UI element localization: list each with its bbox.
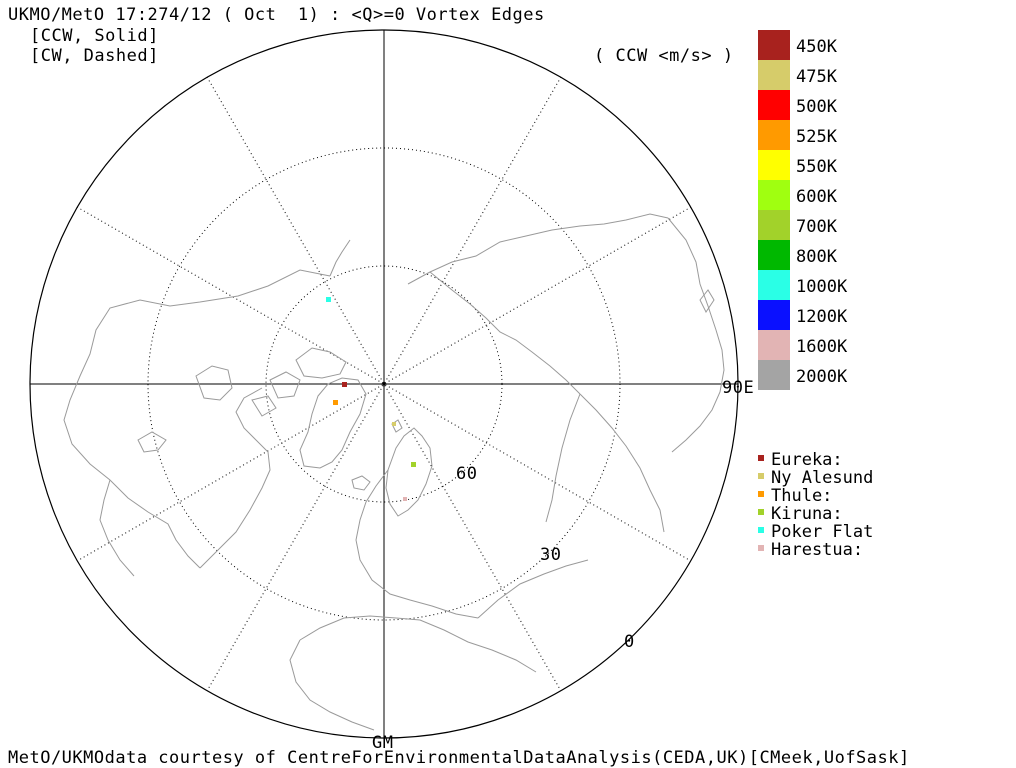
station-label: Ny Alesund (771, 468, 874, 488)
legend-label: 2000K (796, 367, 848, 387)
lon-label-90e: 90E (722, 378, 755, 398)
lat-label-60: 60 (456, 464, 478, 484)
station-color-dot (758, 527, 764, 533)
station-color-dot (758, 473, 764, 479)
legend-swatch (758, 120, 790, 150)
station-marker-eureka (342, 382, 347, 387)
station-color-dot (758, 491, 764, 497)
legend-swatch (758, 210, 790, 240)
legend-label: 525K (796, 127, 837, 147)
north-pole-marker (383, 383, 385, 385)
station-label: Harestua: (771, 540, 864, 560)
lat-label-0: 0 (624, 632, 635, 652)
legend-label: 1000K (796, 277, 848, 297)
legend-swatch (758, 300, 790, 330)
lon-label-gm: GM (372, 733, 394, 753)
station-label: Poker Flat (771, 522, 874, 542)
station-color-dot (758, 455, 764, 461)
footer-credit: MetO/UKMOdata courtesy of CentreForEnvir… (8, 748, 910, 768)
lat-label-30: 30 (540, 545, 562, 565)
legend-label: 550K (796, 157, 837, 177)
station-color-dot (758, 545, 764, 551)
legend-swatch (758, 240, 790, 270)
units-label: ( CCW <m/s> ) (594, 46, 734, 66)
station-label: Eureka: (771, 450, 843, 470)
legend-swatch (758, 270, 790, 300)
legend-label: 500K (796, 97, 837, 117)
legend-swatch (758, 90, 790, 120)
station-label: Kiruna: (771, 504, 843, 524)
legend-swatch (758, 360, 790, 390)
cw-note: [CW, Dashed] (30, 46, 159, 66)
coastlines (63, 213, 725, 731)
legend-label: 800K (796, 247, 837, 267)
station-marker-nyalesund (392, 422, 396, 426)
station-marker-kiruna (411, 462, 416, 467)
legend-swatch (758, 30, 790, 60)
legend-swatch (758, 150, 790, 180)
legend-swatch (758, 180, 790, 210)
legend-label: 600K (796, 187, 837, 207)
legend-swatch (758, 330, 790, 360)
station-color-dot (758, 509, 764, 515)
station-label: Thule: (771, 486, 833, 506)
station-marker-thule (333, 400, 338, 405)
station-marker-pokerflat (326, 297, 331, 302)
station-marker-harestua (403, 497, 407, 501)
ccw-note: [CCW, Solid] (30, 26, 159, 46)
legend-label: 1600K (796, 337, 848, 357)
legend-swatch (758, 60, 790, 90)
chart-title: UKMO/MetO 17:274/12 ( Oct 1) : <Q>=0 Vor… (8, 5, 545, 25)
legend-label: 475K (796, 67, 837, 87)
legend-label: 450K (796, 37, 837, 57)
legend-label: 700K (796, 217, 837, 237)
legend-label: 1200K (796, 307, 848, 327)
